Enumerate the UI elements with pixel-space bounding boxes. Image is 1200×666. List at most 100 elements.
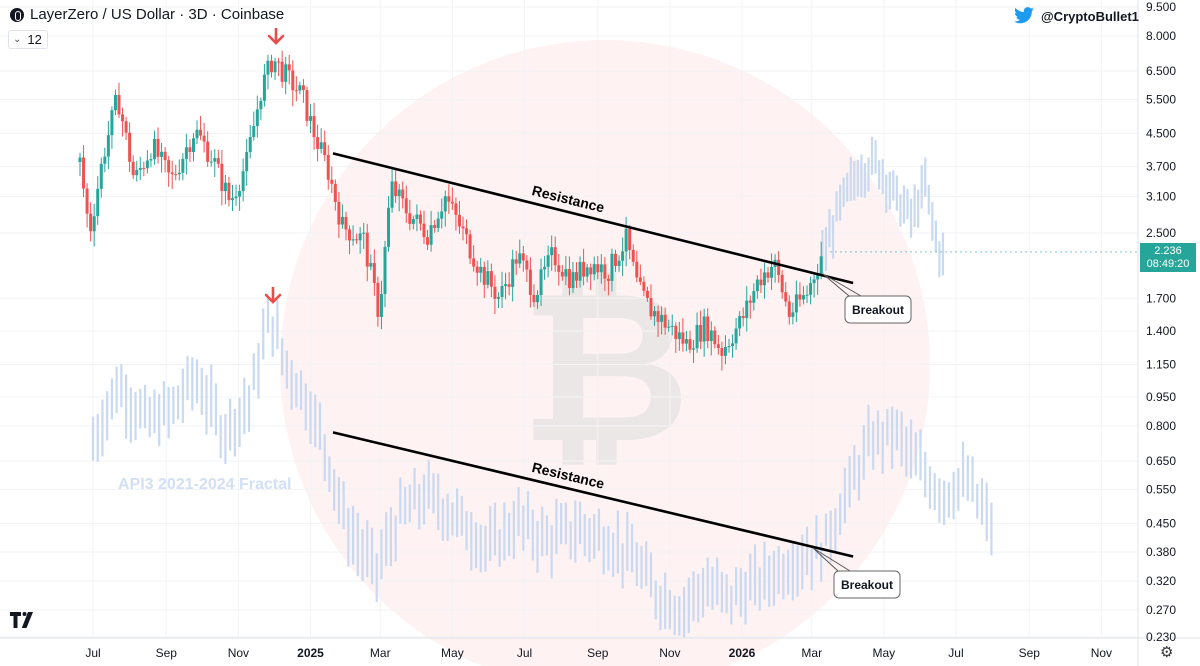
candle-body: [408, 213, 412, 224]
candle-body: [163, 151, 167, 161]
candle-body: [415, 214, 419, 219]
candle-body: [344, 216, 348, 230]
candle-body: [255, 109, 259, 127]
settings-gear-icon[interactable]: ⚙: [1160, 644, 1174, 661]
candle-body: [340, 216, 344, 225]
candle-body: [309, 116, 313, 121]
price-tick-label: 4.500: [1146, 126, 1176, 140]
candle-body: [663, 314, 667, 328]
candle-body: [177, 172, 181, 175]
candle-body: [362, 232, 366, 234]
price-tick-label: 0.450: [1146, 516, 1176, 530]
candle-body: [535, 294, 539, 303]
candle-body: [731, 343, 735, 347]
candle-body: [475, 266, 479, 273]
symbol-title[interactable]: LayerZero / US Dollar · 3D · Coinbase: [30, 6, 285, 23]
candle-body: [106, 135, 110, 157]
candle-body: [574, 272, 578, 281]
price-tick-label: 8.000: [1146, 29, 1176, 43]
candle-body: [670, 325, 674, 327]
candle-body: [447, 196, 451, 202]
twitter-credit: @CryptoBullet1: [1013, 7, 1139, 25]
candle-body: [706, 316, 710, 342]
candle-body: [557, 265, 561, 272]
twitter-bird-icon: [1014, 7, 1034, 24]
price-tick-label: 0.380: [1146, 545, 1176, 559]
candle-body: [521, 253, 525, 261]
candle-body: [656, 311, 660, 322]
candle-body: [160, 151, 164, 157]
tradingview-logo-icon[interactable]: [10, 612, 38, 628]
candle-body: [560, 271, 564, 277]
candle-body: [621, 251, 625, 261]
candle-body: [135, 169, 139, 176]
candle-body: [188, 147, 192, 153]
candle-body: [110, 110, 114, 136]
candle-body: [277, 61, 281, 63]
lower-breakout-box: [833, 570, 901, 599]
candle-body: [631, 249, 635, 262]
time-tick-label: Mar: [801, 646, 822, 660]
candle-body: [699, 324, 703, 342]
candle-body: [440, 211, 444, 219]
candle-body: [376, 282, 380, 317]
lower-top-arrow-head: [264, 293, 282, 304]
candle-body: [624, 228, 628, 252]
candle-body: [96, 188, 100, 217]
candle-body: [184, 147, 188, 159]
candle-body: [738, 316, 742, 329]
time-tick-label: 2025: [297, 646, 324, 660]
candle-body: [213, 158, 217, 162]
candle-body: [394, 181, 398, 197]
candle-body: [734, 328, 738, 344]
candle-body: [493, 286, 497, 299]
projection-bars: [821, 136, 945, 278]
price-tick-label: 0.550: [1146, 482, 1176, 496]
candle-body: [369, 263, 373, 267]
candle-body: [191, 138, 195, 153]
candle-body: [518, 253, 522, 264]
candle-body: [319, 142, 323, 149]
candle-body: [103, 156, 107, 164]
candle-body: [145, 160, 149, 169]
candle-body: [85, 188, 89, 214]
interval-selector[interactable]: ⌄ 12: [8, 30, 48, 49]
candle-body: [170, 172, 174, 175]
time-tick-label: May: [873, 646, 896, 660]
price-tick-label: 0.320: [1146, 574, 1176, 588]
candle-body: [78, 157, 82, 163]
chevron-down-icon: ⌄: [13, 34, 22, 45]
candle-body: [525, 260, 529, 270]
candle-body: [816, 273, 820, 280]
candle-body: [206, 141, 210, 162]
candle-body: [546, 255, 550, 267]
time-tick-label: Jul: [517, 646, 532, 660]
candle-body: [716, 344, 720, 348]
price-tick-label: 1.150: [1146, 357, 1176, 371]
price-tick-label: 3.100: [1146, 190, 1176, 204]
candle-body: [589, 267, 593, 275]
chart-header: LayerZero / US Dollar · 3D · Coinbase: [10, 6, 284, 23]
candle-body: [379, 294, 383, 317]
candle-body: [674, 325, 678, 340]
candle-body: [638, 277, 642, 282]
candle-body: [411, 218, 415, 224]
candle-body: [667, 326, 671, 328]
candles: [78, 50, 823, 371]
candle-body: [323, 142, 327, 156]
candle-body: [610, 253, 614, 281]
candle-body: [199, 129, 203, 136]
candle-body: [397, 189, 401, 197]
candle-body: [270, 60, 274, 73]
time-tick-label: Nov: [659, 646, 680, 660]
upper-breakout-pointer: [822, 273, 862, 297]
last-price-tag: 2.236 08:49:20: [1140, 243, 1196, 272]
candle-body: [571, 272, 575, 289]
candle-body: [149, 159, 153, 161]
candle-body: [252, 126, 256, 138]
candle-body: [117, 95, 121, 115]
candle-body: [234, 196, 238, 199]
candle-body: [291, 70, 295, 91]
candle-body: [266, 60, 270, 75]
